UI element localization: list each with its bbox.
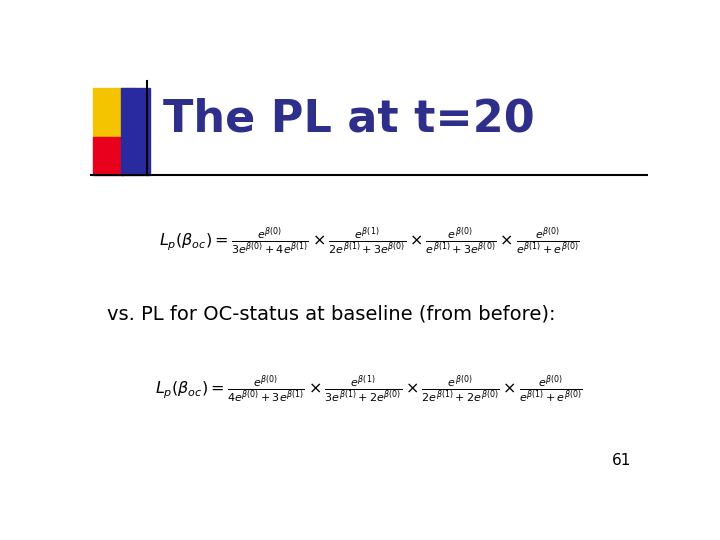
- Bar: [93, 87, 135, 138]
- Text: $L_p(\beta_{oc}) = \frac{e^{\beta(0)}}{4e^{\beta(0)} + 3e^{\beta(1)}} \times \fr: $L_p(\beta_{oc}) = \frac{e^{\beta(0)}}{4…: [156, 373, 582, 405]
- Bar: [121, 87, 150, 175]
- Text: The PL at t=20: The PL at t=20: [163, 97, 534, 140]
- Text: 61: 61: [612, 453, 631, 468]
- Text: $L_p(\beta_{oc}) = \frac{e^{\beta(0)}}{3e^{\beta(0)} + 4e^{\beta(1)}} \times \fr: $L_p(\beta_{oc}) = \frac{e^{\beta(0)}}{3…: [159, 226, 579, 258]
- Bar: [93, 137, 124, 175]
- Text: vs. PL for OC-status at baseline (from before):: vs. PL for OC-status at baseline (from b…: [107, 305, 555, 324]
